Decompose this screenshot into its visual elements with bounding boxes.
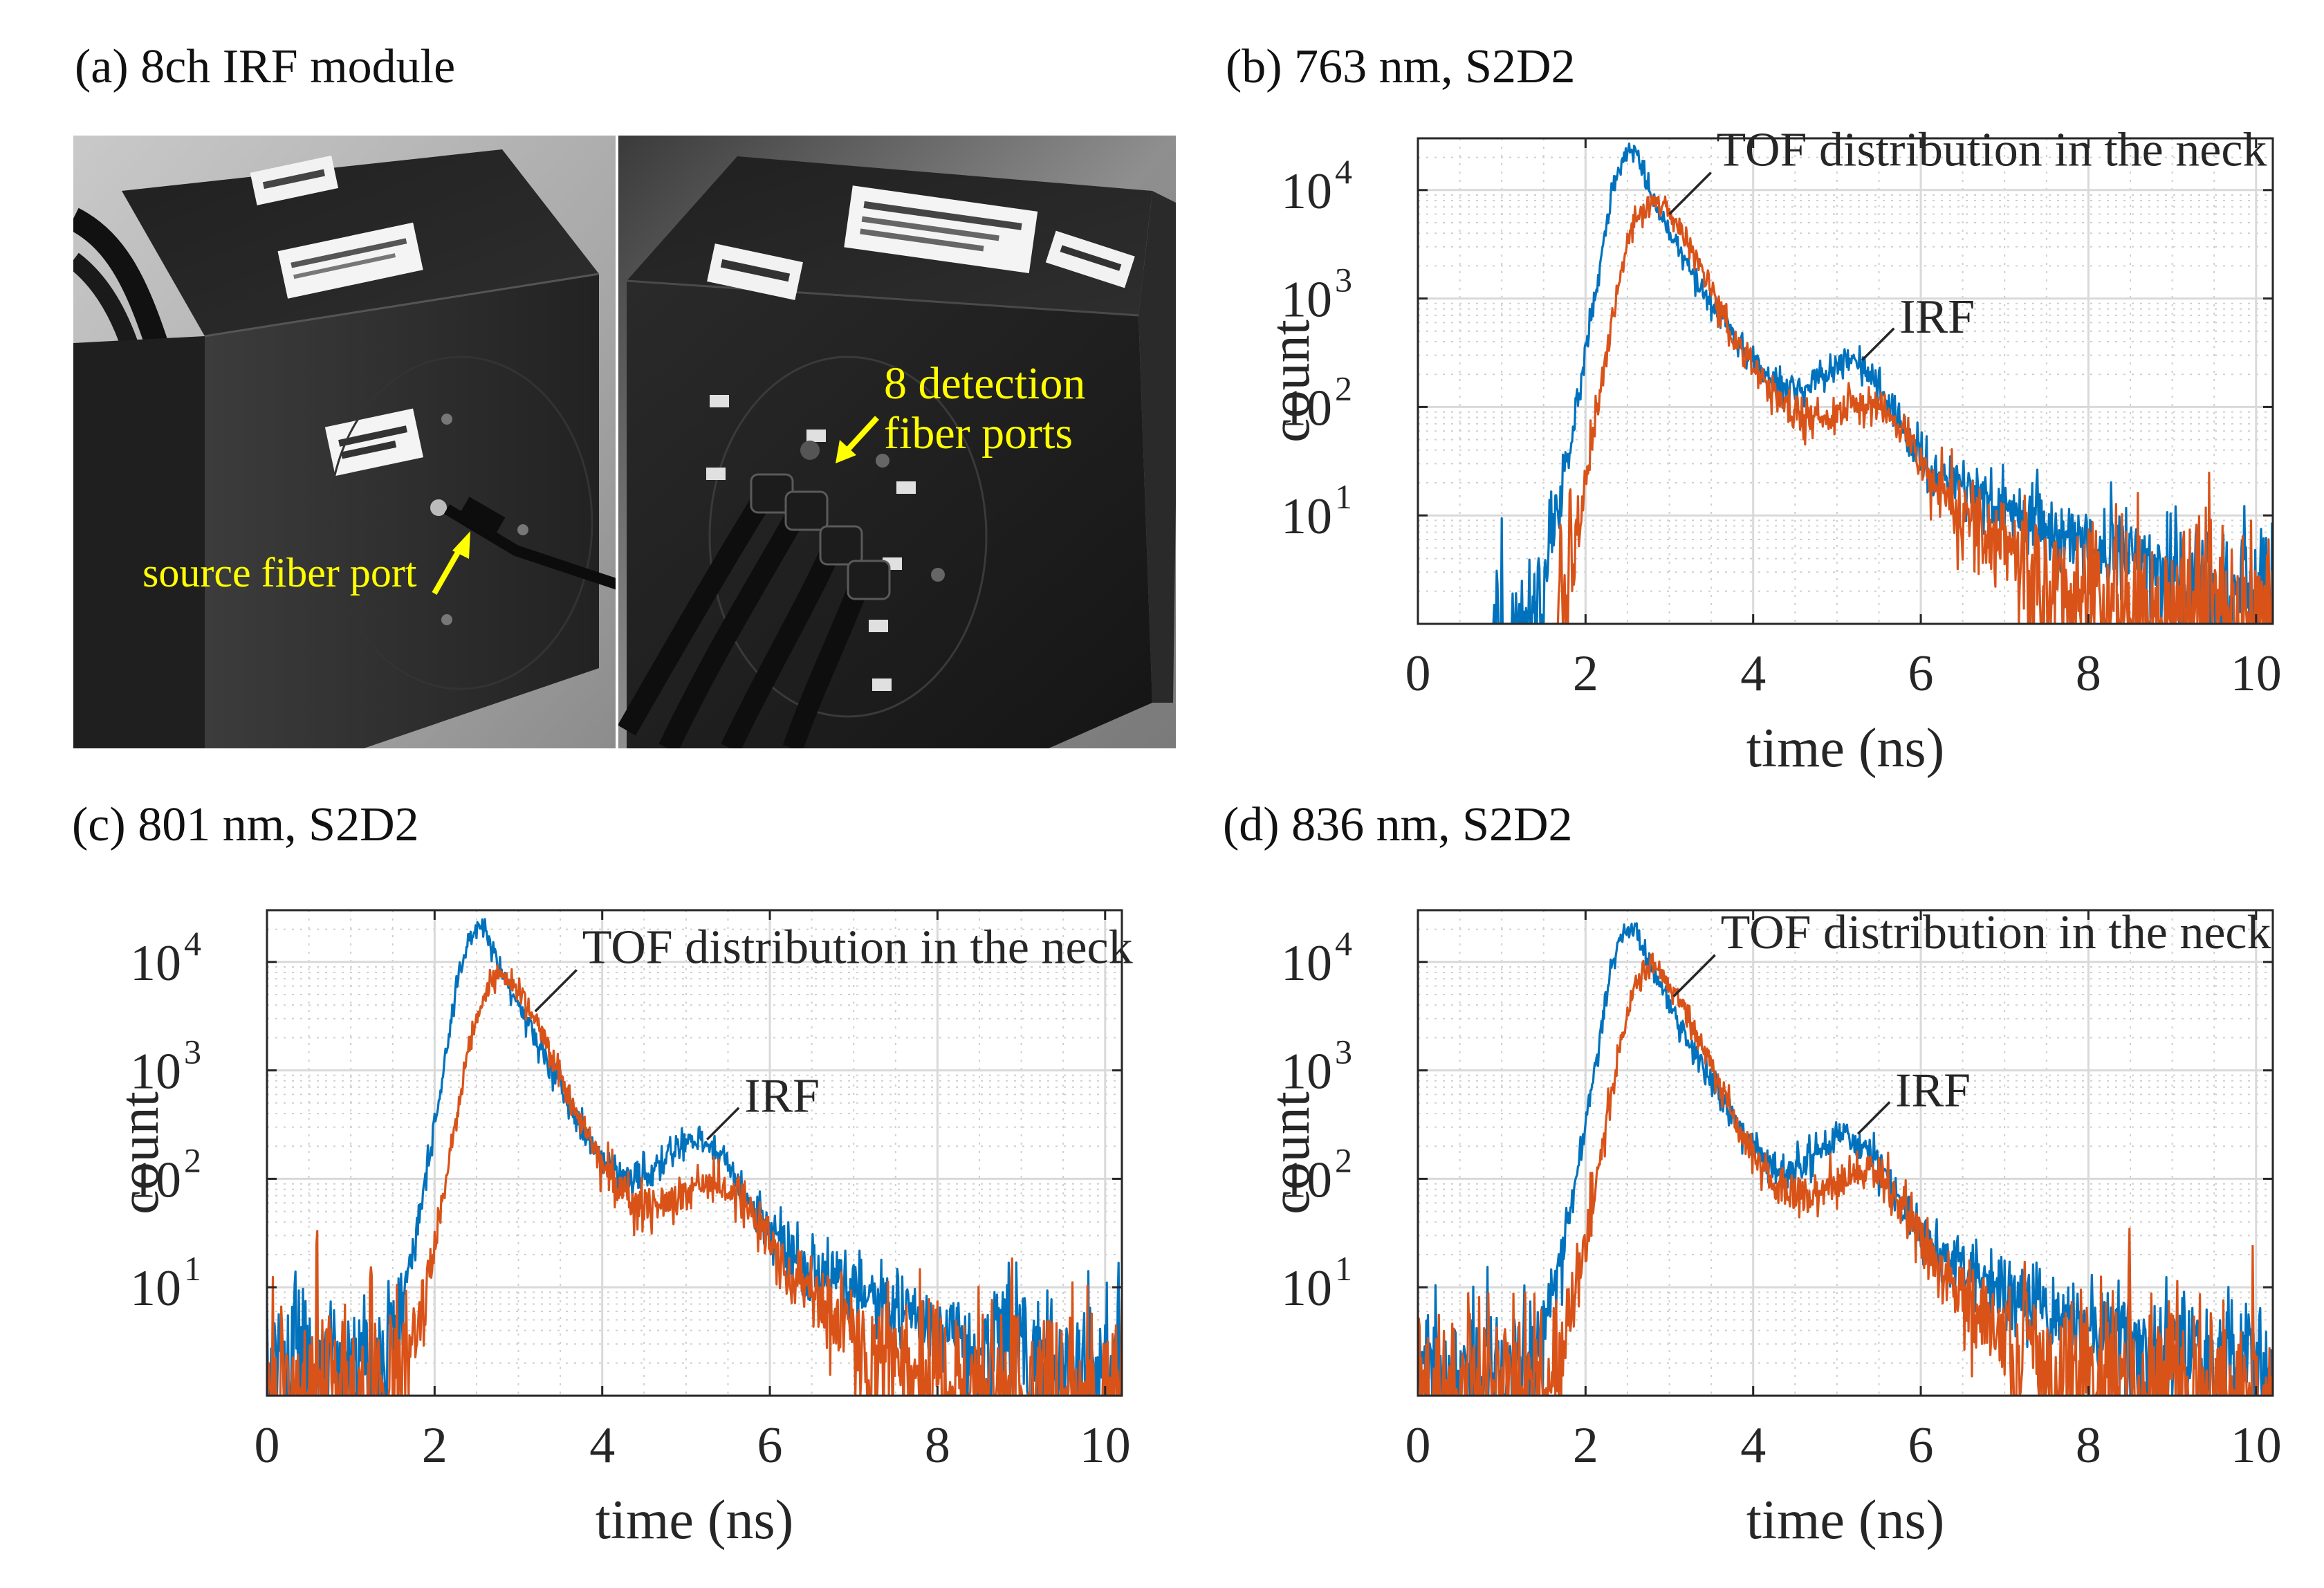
y-tick-label-exponent: 3 <box>1335 261 1352 299</box>
y-axis-label: count <box>109 1091 170 1215</box>
source-port-annotation: source fiber port <box>142 531 470 596</box>
detection-ports-annotation: 8 detection fiber ports <box>836 358 1085 463</box>
y-tick-label: 10 <box>1281 1044 1332 1100</box>
y-axis-label: count <box>1260 1091 1321 1215</box>
panel-c-caption: (c) 801 nm, S2D2 <box>72 798 419 851</box>
irf-annotation-leader <box>1856 1101 1891 1135</box>
detection-ports-label-line2: fiber ports <box>884 408 1073 459</box>
y-tick-label: 10 <box>1281 380 1332 436</box>
x-tick-label: 6 <box>1908 645 1934 702</box>
irf-annotation-label: IRF <box>1899 290 1975 344</box>
y-tick-label: 10 <box>130 1260 181 1317</box>
y-tick-label-exponent: 2 <box>184 1141 201 1179</box>
detection-ports-label-line1: 8 detection <box>884 358 1085 409</box>
tof-annotation-label: TOF distribution in the neck <box>1717 124 2267 177</box>
axes-frame <box>1417 909 2274 1397</box>
y-tick-label-exponent: 4 <box>184 924 201 963</box>
irf-module-photo: source fiber port 8 detection fiber port… <box>73 136 1176 748</box>
tof-annotation-leader <box>534 969 578 1013</box>
y-tick-label: 10 <box>1281 163 1332 220</box>
y-tick-label-exponent: 1 <box>1335 477 1352 516</box>
x-tick-label: 4 <box>1740 645 1766 702</box>
series-irf-line <box>1418 922 2273 1396</box>
x-tick-label: 8 <box>2076 645 2101 702</box>
y-tick-label: 10 <box>130 1152 181 1208</box>
source-port-arrowhead <box>452 531 470 559</box>
y-tick-label: 10 <box>1281 935 1332 992</box>
x-axis-label: time (ns) <box>596 1490 794 1551</box>
y-tick-label-exponent: 3 <box>184 1033 201 1071</box>
panel-a-caption: (a) 8ch IRF module <box>75 40 456 93</box>
x-tick-label: 8 <box>2076 1417 2101 1474</box>
y-tick-label-exponent: 4 <box>1335 924 1352 963</box>
series-tof-line <box>267 963 1122 1396</box>
x-tick-label: 4 <box>1740 1417 1766 1474</box>
photo-left-module-tag <box>324 408 423 477</box>
x-tick-label: 2 <box>1573 645 1598 702</box>
y-tick-label: 10 <box>1281 488 1332 545</box>
x-axis-label: time (ns) <box>1746 718 1945 779</box>
x-tick-label: 10 <box>2231 645 2282 702</box>
x-tick-label: 10 <box>2231 1417 2282 1474</box>
irf-annotation-label: IRF <box>1895 1064 1971 1117</box>
tof-annotation-leader <box>1672 954 1716 998</box>
y-tick-label-exponent: 4 <box>1335 152 1352 191</box>
x-tick-label: 0 <box>255 1417 280 1474</box>
tof-annotation-label: TOF distribution in the neck <box>582 921 1133 974</box>
series-tof-line <box>1551 194 2273 624</box>
panel-d-caption: (d) 836 nm, S2D2 <box>1223 798 1573 851</box>
y-tick-label: 10 <box>130 935 181 992</box>
x-tick-label: 8 <box>925 1417 950 1474</box>
y-tick-label: 10 <box>1281 1152 1332 1208</box>
x-tick-label: 2 <box>422 1417 448 1474</box>
y-tick-label: 10 <box>1281 272 1332 329</box>
axes-frame <box>266 909 1123 1397</box>
irf-annotation-leader <box>706 1107 740 1141</box>
x-tick-label: 6 <box>1908 1417 1934 1474</box>
tof-annotation-label: TOF distribution in the neck <box>1721 906 2271 959</box>
photo-right <box>617 136 1176 748</box>
x-tick-label: 6 <box>757 1417 783 1474</box>
source-port-arrow <box>432 544 465 595</box>
tof-annotation-leader <box>1668 172 1712 215</box>
photo-left <box>73 136 622 748</box>
panel-b-caption: (b) 763 nm, S2D2 <box>1226 40 1576 93</box>
detection-ports-arrow <box>845 416 879 453</box>
irf-annotation-leader <box>1861 327 1895 362</box>
y-tick-label: 10 <box>1281 1260 1332 1317</box>
y-tick-label-exponent: 3 <box>1335 1033 1352 1071</box>
x-tick-label: 4 <box>589 1417 615 1474</box>
series-irf-line <box>1492 142 2273 624</box>
source-fiber-port-label: source fiber port <box>142 550 417 596</box>
series-tof-line <box>1418 952 2273 1396</box>
y-tick-label-exponent: 2 <box>1335 369 1352 407</box>
x-tick-label: 2 <box>1573 1417 1598 1474</box>
y-axis-label: count <box>1260 320 1321 443</box>
y-tick-label-exponent: 2 <box>1335 1141 1352 1179</box>
x-tick-label: 10 <box>1080 1417 1131 1474</box>
axes-frame <box>1417 137 2274 625</box>
x-tick-label: 0 <box>1405 1417 1431 1474</box>
y-tick-label-exponent: 1 <box>1335 1249 1352 1288</box>
x-axis-label: time (ns) <box>1746 1490 1945 1551</box>
detection-ports-arrowhead <box>836 440 856 463</box>
y-tick-label: 10 <box>130 1044 181 1100</box>
irf-annotation-label: IRF <box>744 1070 820 1123</box>
y-tick-label-exponent: 1 <box>184 1249 201 1288</box>
x-tick-label: 0 <box>1405 645 1431 702</box>
